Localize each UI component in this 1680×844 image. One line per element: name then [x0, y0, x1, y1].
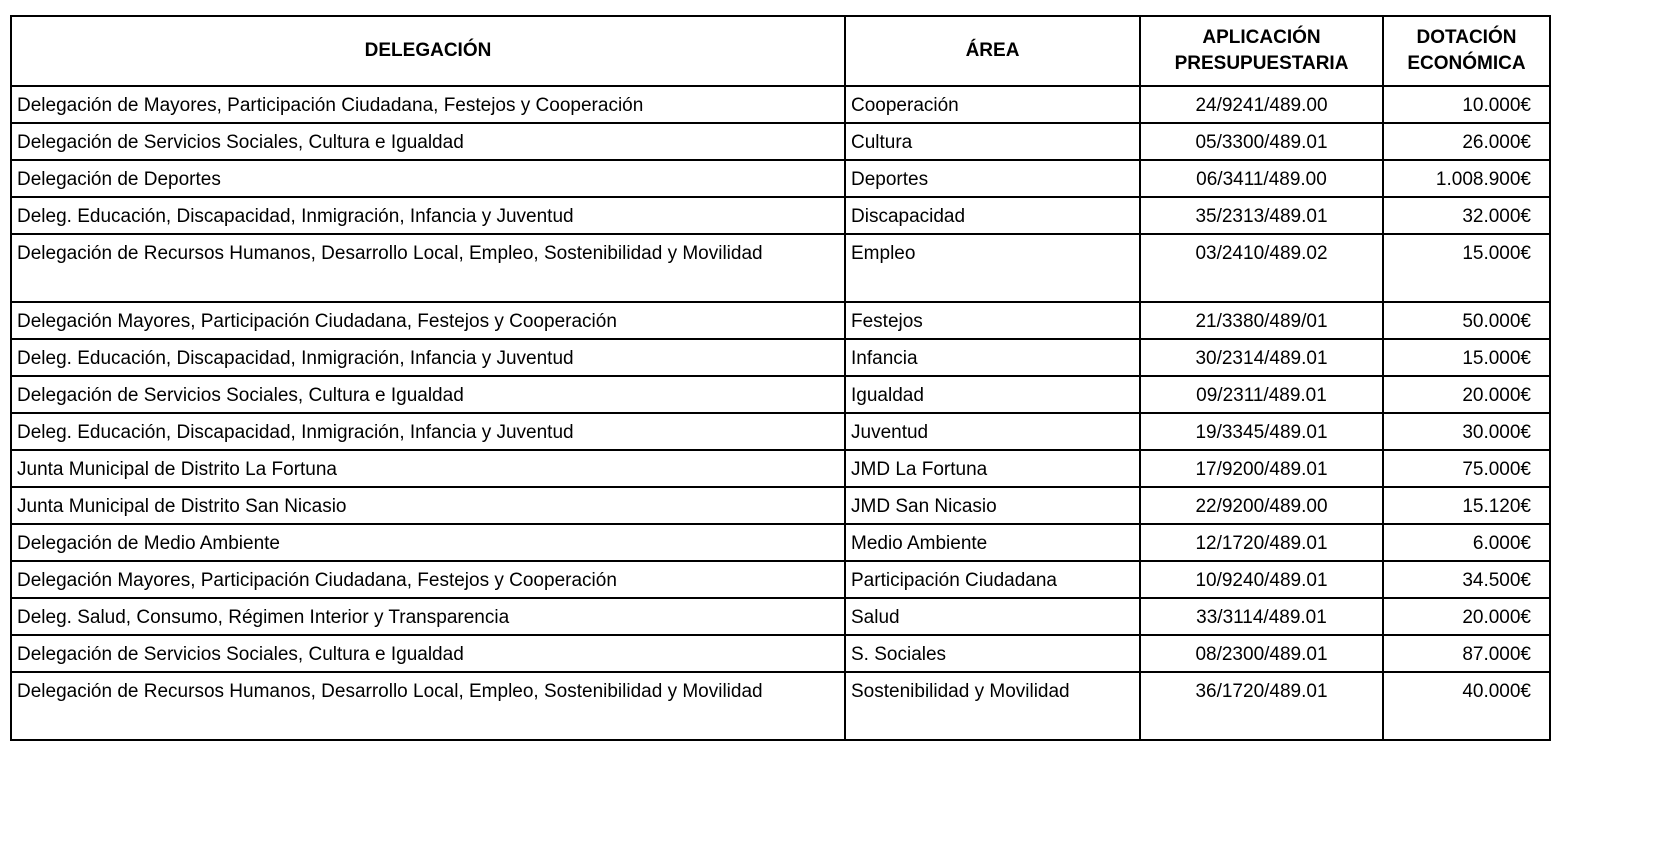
cell-delegacion: Delegación de Servicios Sociales, Cultur… — [10, 634, 846, 673]
cell-area: JMD San Nicasio — [844, 486, 1141, 525]
table-row: Delegación de Mayores, Participación Ciu… — [10, 85, 1551, 124]
cell-delegacion: Delegación Mayores, Participación Ciudad… — [10, 301, 846, 340]
table-row: Junta Municipal de Distrito San Nicasio J… — [10, 486, 1551, 525]
table-row: Deleg. Educación, Discapacidad, Inmigrac… — [10, 196, 1551, 235]
cell-dotacion: 87.000€ — [1382, 634, 1551, 673]
cell-delegacion: Deleg. Salud, Consumo, Régimen Interior … — [10, 597, 846, 636]
cell-aplicacion: 35/2313/489.01 — [1139, 196, 1384, 235]
cell-delegacion: Delegación de Servicios Sociales, Cultur… — [10, 375, 846, 414]
cell-aplicacion: 12/1720/489.01 — [1139, 523, 1384, 562]
header-area: ÁREA — [844, 15, 1141, 87]
header-dotacion: DOTACIÓN ECONÓMICA — [1382, 15, 1551, 87]
cell-dotacion: 6.000€ — [1382, 523, 1551, 562]
cell-aplicacion: 33/3114/489.01 — [1139, 597, 1384, 636]
cell-area: Discapacidad — [844, 196, 1141, 235]
table-row: Delegación de Servicios Sociales, Cultur… — [10, 122, 1551, 161]
cell-area: Medio Ambiente — [844, 523, 1141, 562]
cell-aplicacion: 08/2300/489.01 — [1139, 634, 1384, 673]
cell-aplicacion: 05/3300/489.01 — [1139, 122, 1384, 161]
cell-aplicacion: 36/1720/489.01 — [1139, 671, 1384, 741]
cell-aplicacion: 10/9240/489.01 — [1139, 560, 1384, 599]
cell-area: Cultura — [844, 122, 1141, 161]
cell-area: Infancia — [844, 338, 1141, 377]
cell-aplicacion: 22/9200/489.00 — [1139, 486, 1384, 525]
table-row: Delegación de Medio Ambiente Medio Ambien… — [10, 523, 1551, 562]
cell-dotacion: 50.000€ — [1382, 301, 1551, 340]
cell-delegacion: Delegación de Recursos Humanos, Desarrol… — [10, 671, 846, 741]
table-row: Junta Municipal de Distrito La Fortuna JM… — [10, 449, 1551, 488]
cell-delegacion: Delegación de Recursos Humanos, Desarrol… — [10, 233, 846, 303]
cell-area: Juventud — [844, 412, 1141, 451]
cell-dotacion: 15.000€ — [1382, 338, 1551, 377]
cell-dotacion: 15.120€ — [1382, 486, 1551, 525]
table-row: Delegación de Recursos Humanos, Desarrol… — [10, 671, 1551, 741]
budget-table: DELEGACIÓN ÁREA APLICACIÓN PRESUPUESTARI… — [10, 15, 1551, 741]
cell-aplicacion: 06/3411/489.00 — [1139, 159, 1384, 198]
cell-dotacion: 1.008.900€ — [1382, 159, 1551, 198]
cell-delegacion: Junta Municipal de Distrito La Fortuna — [10, 449, 846, 488]
header-aplicacion: APLICACIÓN PRESUPUESTARIA — [1139, 15, 1384, 87]
cell-area: Empleo — [844, 233, 1141, 303]
cell-dotacion: 20.000€ — [1382, 597, 1551, 636]
table-row: Delegación de Deportes Deportes 06/3411/48… — [10, 159, 1551, 198]
cell-area: Festejos — [844, 301, 1141, 340]
cell-aplicacion: 24/9241/489.00 — [1139, 85, 1384, 124]
cell-dotacion: 40.000€ — [1382, 671, 1551, 741]
table-row: Delegación de Servicios Sociales, Cultur… — [10, 634, 1551, 673]
cell-aplicacion: 17/9200/489.01 — [1139, 449, 1384, 488]
header-delegacion: DELEGACIÓN — [10, 15, 846, 87]
cell-aplicacion: 19/3345/489.01 — [1139, 412, 1384, 451]
cell-delegacion: Delegación de Deportes — [10, 159, 846, 198]
table-row: Delegación de Servicios Sociales, Cultur… — [10, 375, 1551, 414]
cell-dotacion: 10.000€ — [1382, 85, 1551, 124]
cell-delegacion: Junta Municipal de Distrito San Nicasio — [10, 486, 846, 525]
table-row: Deleg. Educación, Discapacidad, Inmigrac… — [10, 412, 1551, 451]
cell-dotacion: 30.000€ — [1382, 412, 1551, 451]
cell-area: S. Sociales — [844, 634, 1141, 673]
table-row: Delegación Mayores, Participación Ciudad… — [10, 301, 1551, 340]
cell-delegacion: Deleg. Educación, Discapacidad, Inmigrac… — [10, 196, 846, 235]
cell-aplicacion: 03/2410/489.02 — [1139, 233, 1384, 303]
cell-delegacion: Delegación de Mayores, Participación Ciu… — [10, 85, 846, 124]
cell-dotacion: 75.000€ — [1382, 449, 1551, 488]
cell-area: Salud — [844, 597, 1141, 636]
table-row: Deleg. Salud, Consumo, Régimen Interior … — [10, 597, 1551, 636]
cell-dotacion: 15.000€ — [1382, 233, 1551, 303]
cell-delegacion: Delegación de Servicios Sociales, Cultur… — [10, 122, 846, 161]
table-row: Deleg. Educación, Discapacidad, Inmigrac… — [10, 338, 1551, 377]
cell-area: Participación Ciudadana — [844, 560, 1141, 599]
cell-area: JMD La Fortuna — [844, 449, 1141, 488]
header-row: DELEGACIÓN ÁREA APLICACIÓN PRESUPUESTARI… — [10, 15, 1551, 87]
cell-dotacion: 26.000€ — [1382, 122, 1551, 161]
cell-delegacion: Deleg. Educación, Discapacidad, Inmigrac… — [10, 412, 846, 451]
cell-delegacion: Delegación Mayores, Participación Ciudad… — [10, 560, 846, 599]
cell-area: Sostenibilidad y Movilidad — [844, 671, 1141, 741]
cell-area: Deportes — [844, 159, 1141, 198]
cell-dotacion: 32.000€ — [1382, 196, 1551, 235]
cell-aplicacion: 09/2311/489.01 — [1139, 375, 1384, 414]
cell-dotacion: 34.500€ — [1382, 560, 1551, 599]
table-row: Delegación de Recursos Humanos, Desarrol… — [10, 233, 1551, 303]
cell-aplicacion: 21/3380/489/01 — [1139, 301, 1384, 340]
cell-aplicacion: 30/2314/489.01 — [1139, 338, 1384, 377]
cell-dotacion: 20.000€ — [1382, 375, 1551, 414]
cell-area: Cooperación — [844, 85, 1141, 124]
table-row: Delegación Mayores, Participación Ciudad… — [10, 560, 1551, 599]
cell-delegacion: Deleg. Educación, Discapacidad, Inmigrac… — [10, 338, 846, 377]
cell-area: Igualdad — [844, 375, 1141, 414]
cell-delegacion: Delegación de Medio Ambiente — [10, 523, 846, 562]
